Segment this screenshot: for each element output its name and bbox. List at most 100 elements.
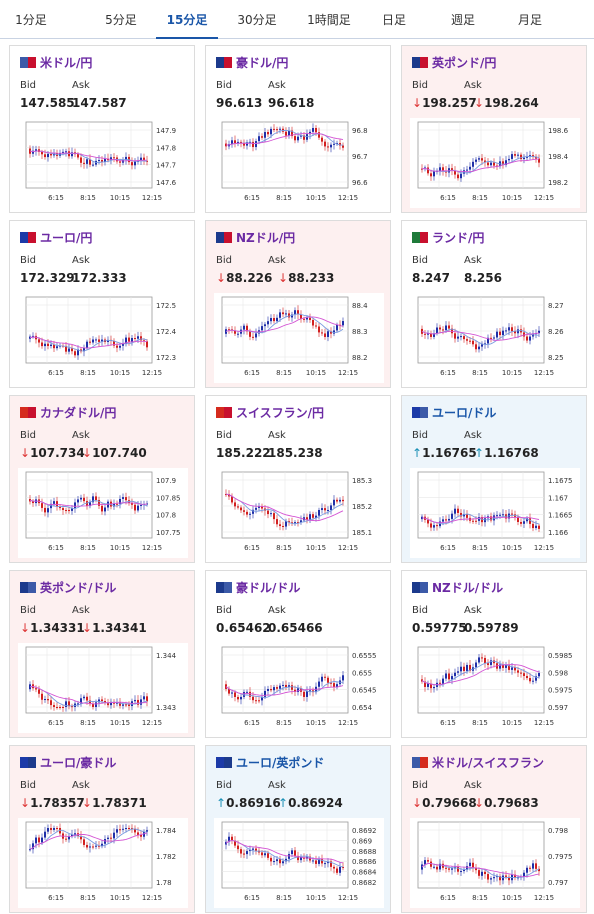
candle-body (439, 863, 441, 870)
x-tick-label: 10:15 (110, 369, 130, 377)
pair-title[interactable]: スイスフラン/円 (216, 404, 324, 421)
pair-title[interactable]: ユーロ/円 (20, 229, 92, 246)
pair-title[interactable]: 米ドル/円 (20, 54, 92, 71)
pair-title[interactable]: 豪ドル/円 (216, 54, 288, 71)
bid-value: ↓198.257 (412, 96, 477, 110)
sparkline-chart[interactable]: 1.1675 1.167 1.1665 1.166 6:15 8:15 10:15 12:15 (410, 468, 580, 558)
pair-title[interactable]: 米ドル/スイスフラン (412, 754, 544, 771)
x-tick-label: 12:15 (338, 369, 358, 377)
candle-body (427, 519, 429, 524)
candle-body (505, 664, 507, 668)
tab-7[interactable]: 月足 (517, 13, 542, 27)
sparkline-chart[interactable]: 88.4 88.3 88.2 6:15 8:15 10:15 12:15 (214, 293, 384, 383)
trend-arrow-icon: ↓ (20, 796, 31, 810)
sparkline-chart[interactable]: 172.5 172.4 172.3 6:15 8:15 10:15 12:15 (18, 293, 188, 383)
sparkline-chart[interactable]: 107.9 107.85 107.8 107.75 6:15 8:15 10:15 12:15 (18, 468, 188, 558)
tab-1[interactable]: 5分足 (105, 13, 137, 27)
sparkline-chart[interactable]: 0.5985 0.598 0.5975 0.597 6:15 8:15 10:15 12:15 (410, 643, 580, 733)
y-tick-label: 0.597 (548, 704, 568, 712)
bid-value: 185.222 (216, 446, 271, 460)
candle-body (430, 333, 432, 337)
x-tick-label: 12:15 (142, 194, 162, 202)
candle-body (535, 863, 537, 869)
pair-title[interactable]: NZドル/円 (216, 229, 295, 246)
currency-card[interactable]: ユーロ/ドル Bid Ask ↑1.16765 ↑1.16768 1.1675 1.167 1… (401, 395, 587, 563)
y-tick-label: 107.8 (156, 512, 176, 520)
currency-card[interactable]: ユーロ/円 Bid Ask 172.329 172.333 172.5 172.4 172.3… (9, 220, 195, 388)
tab-5[interactable]: 日足 (381, 13, 406, 27)
moving-average-line (421, 158, 540, 173)
candle-body (529, 867, 531, 869)
tab-2[interactable]: 15分足 (156, 0, 218, 39)
ask-price: 0.65466 (268, 621, 323, 635)
candle-body (231, 692, 233, 694)
currency-card[interactable]: NZドル/円 Bid Ask ↓88.226 ↓88.233 88.4 88.3 88.2 6:… (205, 220, 391, 388)
bid-price: 0.65462 (216, 621, 271, 635)
candle-body (466, 664, 468, 671)
currency-card[interactable]: 豪ドル/円 Bid Ask 96.613 96.618 96.8 96.7 96.6 6:15 8… (205, 45, 391, 213)
x-tick-label: 6:15 (244, 719, 260, 727)
currency-card[interactable]: ユーロ/英ポンド Bid Ask ↑0.86916 ↑0.86924 0.8692 0.86… (205, 745, 391, 913)
candle-body (433, 686, 435, 689)
candle-body (460, 512, 462, 517)
pair-title[interactable]: ユーロ/ドル (412, 404, 496, 421)
sparkline-chart[interactable]: 0.8692 0.869 0.8688 0.8686 0.8684 0.8682 6:15 8… (214, 818, 384, 908)
currency-card[interactable]: 英ポンド/円 Bid Ask ↓198.257 ↓198.264 198.6 198.4 19… (401, 45, 587, 213)
currency-card[interactable]: 米ドル/円 Bid Ask 147.585 147.587 147.9 147.8 147.7… (9, 45, 195, 213)
currency-card[interactable]: 豪ドル/ドル Bid Ask 0.65462 0.65466 0.6555 0.655 0.6… (205, 570, 391, 738)
candle-body (285, 858, 287, 862)
trend-arrow-icon: ↑ (412, 446, 423, 460)
candle-body (529, 518, 531, 524)
currency-card[interactable]: 英ポンド/ドル Bid Ask ↓1.34331 ↓1.34341 1.344 1.343 6… (9, 570, 195, 738)
y-tick-label: 172.4 (156, 328, 177, 336)
x-tick-label: 8:15 (276, 194, 292, 202)
currency-card[interactable]: 米ドル/スイスフラン Bid Ask ↓0.79668 ↓0.79683 0.798 0.7… (401, 745, 587, 913)
tab-4[interactable]: 1時間足 (307, 13, 351, 27)
pair-title[interactable]: ユーロ/豪ドル (20, 754, 116, 771)
pair-title[interactable]: カナダドル/円 (20, 404, 116, 421)
pair-title[interactable]: 英ポンド/円 (412, 54, 496, 71)
tab-3[interactable]: 30分足 (237, 13, 277, 27)
currency-card[interactable]: カナダドル/円 Bid Ask ↓107.734 ↓107.740 107.9 107.85… (9, 395, 195, 563)
candle-body (44, 699, 46, 701)
candle-body (92, 339, 94, 343)
x-tick-label: 10:15 (306, 719, 326, 727)
candle-body (62, 508, 64, 510)
currency-card[interactable]: ランド/円 Bid Ask 8.247 8.256 8.27 8.26 8.25 6:15 8:1… (401, 220, 587, 388)
candle-body (309, 131, 311, 135)
currency-card[interactable]: NZドル/ドル Bid Ask 0.59775 0.59789 0.5985 0.598 0.… (401, 570, 587, 738)
candle-body (303, 318, 305, 320)
candle-body (297, 522, 299, 524)
candle-body (526, 867, 528, 873)
pair-title[interactable]: 英ポンド/ドル (20, 579, 116, 596)
pair-title[interactable]: ランド/円 (412, 229, 484, 246)
bid-label: Bid (20, 430, 36, 441)
candle-body (228, 836, 230, 842)
candle-body (234, 330, 236, 334)
trend-arrow-icon: ↓ (82, 446, 93, 460)
sparkline-chart[interactable]: 185.3 185.2 185.1 6:15 8:15 10:15 12:15 (214, 468, 384, 558)
y-tick-label: 8.27 (548, 302, 564, 310)
sparkline-chart[interactable]: 0.6555 0.655 0.6545 0.654 6:15 8:15 10:15 12:15 (214, 643, 384, 733)
sparkline-chart[interactable]: 198.6 198.4 198.2 6:15 8:15 10:15 12:15 (410, 118, 580, 208)
pair-title[interactable]: 豪ドル/ドル (216, 579, 300, 596)
currency-card[interactable]: スイスフラン/円 Bid Ask 185.222 185.238 185.3 185.2 18… (205, 395, 391, 563)
sparkline-chart[interactable]: 8.27 8.26 8.25 6:15 8:15 10:15 12:15 (410, 293, 580, 383)
currency-card[interactable]: ユーロ/豪ドル Bid Ask ↓1.78357 ↓1.78371 1.784 1.782 1… (9, 745, 195, 913)
candle-body (493, 515, 495, 521)
tab-0[interactable]: 1分足 (15, 13, 47, 27)
sparkline-chart[interactable]: 1.784 1.782 1.78 6:15 8:15 10:15 12:15 (18, 818, 188, 908)
bid-label: Bid (216, 80, 232, 91)
sparkline-chart[interactable]: 1.344 1.343 6:15 8:15 10:15 12:15 (18, 643, 188, 733)
sparkline-chart[interactable]: 147.9 147.8 147.7 147.6 6:15 8:15 10:15 12:15 (18, 118, 188, 208)
y-tick-label: 185.3 (352, 477, 372, 485)
sparkline-chart[interactable]: 0.798 0.7975 0.797 6:15 8:15 10:15 12:15 (410, 818, 580, 908)
y-tick-label: 198.4 (548, 153, 569, 161)
candle-body (523, 157, 525, 160)
candle-body (336, 324, 338, 331)
tab-6[interactable]: 週足 (450, 13, 475, 27)
pair-title[interactable]: ユーロ/英ポンド (216, 754, 324, 771)
pair-title[interactable]: NZドル/ドル (412, 579, 503, 596)
sparkline-chart[interactable]: 96.8 96.7 96.6 6:15 8:15 10:15 12:15 (214, 118, 384, 208)
candle-body (234, 692, 236, 697)
